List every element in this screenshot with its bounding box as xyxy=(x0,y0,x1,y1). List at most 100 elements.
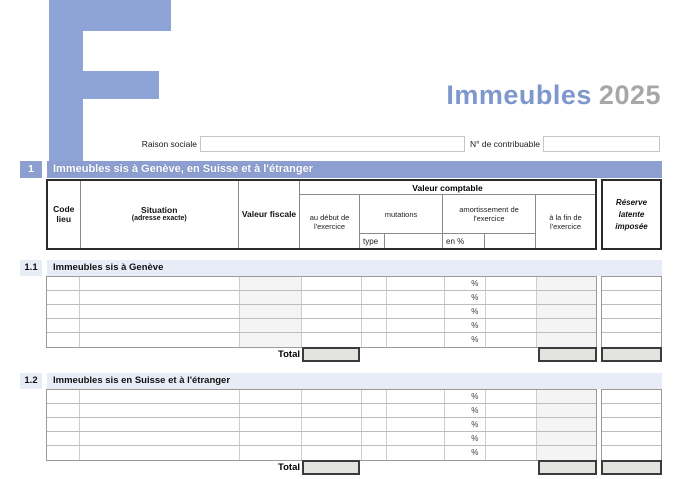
mutation-value-cell[interactable] xyxy=(386,305,445,318)
page-title-year: 2025 xyxy=(598,80,661,110)
code-lieu-cell[interactable] xyxy=(47,291,80,304)
situation-cell[interactable] xyxy=(79,319,241,332)
mutation-type-cell[interactable] xyxy=(361,432,387,445)
mutation-type-cell[interactable] xyxy=(361,277,387,290)
mutation-type-cell[interactable] xyxy=(361,319,387,332)
mutation-value-cell[interactable] xyxy=(386,390,445,403)
situation-cell[interactable] xyxy=(79,333,241,347)
situation-cell[interactable] xyxy=(79,432,241,445)
debut-exercice-cell[interactable] xyxy=(302,390,362,403)
subsection-immeubles-suisse-etranger: 1.2 Immeubles sis en Suisse et à l'étran… xyxy=(0,373,682,476)
code-lieu-cell[interactable] xyxy=(47,319,80,332)
amortissement-value-cell[interactable] xyxy=(486,277,538,290)
amortissement-pct-cell[interactable]: % xyxy=(444,418,487,431)
total-fin-exercice-box xyxy=(538,460,597,475)
debut-exercice-cell[interactable] xyxy=(302,446,362,460)
amortissement-value-cell[interactable] xyxy=(486,418,538,431)
debut-exercice-cell[interactable] xyxy=(302,277,362,290)
fin-exercice-cell xyxy=(537,291,596,304)
code-lieu-cell[interactable] xyxy=(47,404,80,417)
amortissement-pct-cell[interactable]: % xyxy=(444,305,487,318)
table-row: % xyxy=(47,432,596,446)
reserve-latente-cell[interactable] xyxy=(602,390,661,404)
debut-exercice-cell[interactable] xyxy=(302,319,362,332)
mutation-value-cell[interactable] xyxy=(386,333,445,347)
fin-exercice-cell xyxy=(537,277,596,290)
situation-cell[interactable] xyxy=(79,305,241,318)
situation-cell[interactable] xyxy=(79,277,241,290)
mutation-value-cell[interactable] xyxy=(386,418,445,431)
valeur-fiscale-cell xyxy=(240,333,303,347)
reserve-latente-cell[interactable] xyxy=(602,432,661,446)
code-lieu-cell[interactable] xyxy=(47,446,80,460)
mutation-value-cell[interactable] xyxy=(386,291,445,304)
amortissement-pct-cell[interactable]: % xyxy=(444,390,487,403)
mutation-type-cell[interactable] xyxy=(361,418,387,431)
contribuable-input[interactable] xyxy=(543,136,660,152)
amortissement-value-cell[interactable] xyxy=(486,305,538,318)
amortissement-value-cell[interactable] xyxy=(486,333,538,347)
mutation-type-cell[interactable] xyxy=(361,291,387,304)
mutation-value-cell[interactable] xyxy=(386,319,445,332)
mutation-value-cell[interactable] xyxy=(386,404,445,417)
code-lieu-cell[interactable] xyxy=(47,432,80,445)
amortissement-pct-cell[interactable]: % xyxy=(444,277,487,290)
mutation-type-cell[interactable] xyxy=(361,333,387,347)
situation-cell[interactable] xyxy=(79,418,241,431)
table-row: % xyxy=(47,277,596,291)
amortissement-value-cell[interactable] xyxy=(486,319,538,332)
amortissement-pct-cell[interactable]: % xyxy=(444,319,487,332)
reserve-latente-cell[interactable] xyxy=(602,277,661,291)
debut-exercice-cell[interactable] xyxy=(302,305,362,318)
valeur-fiscale-cell xyxy=(240,291,303,304)
reserve-latente-cell[interactable] xyxy=(602,291,661,305)
reserve-latente-cell[interactable] xyxy=(602,319,661,333)
debut-exercice-cell[interactable] xyxy=(302,333,362,347)
reserve-latente-cell[interactable] xyxy=(602,305,661,319)
amortissement-pct-cell[interactable]: % xyxy=(444,333,487,347)
form-letter-logo: F xyxy=(0,0,180,165)
amortissement-value-cell[interactable] xyxy=(486,390,538,403)
amortissement-value-cell[interactable] xyxy=(486,404,538,417)
situation-cell[interactable] xyxy=(79,390,241,403)
amortissement-value-subcolumn xyxy=(485,234,535,248)
code-lieu-cell[interactable] xyxy=(47,418,80,431)
amortissement-value-cell[interactable] xyxy=(486,446,538,460)
situation-cell[interactable] xyxy=(79,404,241,417)
mutation-value-cell[interactable] xyxy=(386,432,445,445)
situation-cell[interactable] xyxy=(79,446,241,460)
mutation-value-cell[interactable] xyxy=(386,277,445,290)
reserve-latente-cell[interactable] xyxy=(602,446,661,460)
reserve-latente-cell[interactable] xyxy=(602,404,661,418)
debut-exercice-cell[interactable] xyxy=(302,404,362,417)
reserve-latente-cell[interactable] xyxy=(602,333,661,347)
reserve-latente-cell[interactable] xyxy=(602,418,661,432)
situation-cell[interactable] xyxy=(79,291,241,304)
mutation-type-cell[interactable] xyxy=(361,446,387,460)
amortissement-pct-cell[interactable]: % xyxy=(444,432,487,445)
amortissement-value-cell[interactable] xyxy=(486,432,538,445)
debut-exercice-cell[interactable] xyxy=(302,291,362,304)
column-header-reserve-latente: Réserve latente imposée xyxy=(601,179,662,250)
a-la-fin-label: à la fin de l'exercice xyxy=(549,212,582,231)
code-lieu-cell[interactable] xyxy=(47,305,80,318)
subsection-number: 1.1 xyxy=(20,260,42,276)
mutation-value-cell[interactable] xyxy=(386,446,445,460)
mutation-type-cell[interactable] xyxy=(361,305,387,318)
amortissement-pct-cell[interactable]: % xyxy=(444,446,487,460)
column-header-amortissement: amortissement de l'exercice en % xyxy=(443,195,536,248)
debut-exercice-cell[interactable] xyxy=(302,432,362,445)
code-lieu-cell[interactable] xyxy=(47,333,80,347)
form-letter-mid-bar xyxy=(83,71,159,99)
code-lieu-cell[interactable] xyxy=(47,277,80,290)
data-rows: %%%%% xyxy=(46,389,597,461)
amortissement-pct-cell[interactable]: % xyxy=(444,404,487,417)
mutation-type-cell[interactable] xyxy=(361,404,387,417)
code-lieu-cell[interactable] xyxy=(47,390,80,403)
debut-exercice-cell[interactable] xyxy=(302,418,362,431)
amortissement-pct-cell[interactable]: % xyxy=(444,291,487,304)
amortissement-value-cell[interactable] xyxy=(486,291,538,304)
raison-sociale-input[interactable] xyxy=(200,136,465,152)
mutation-type-cell[interactable] xyxy=(361,390,387,403)
column-header-valeur-fiscale: Valeur fiscale xyxy=(239,181,300,248)
